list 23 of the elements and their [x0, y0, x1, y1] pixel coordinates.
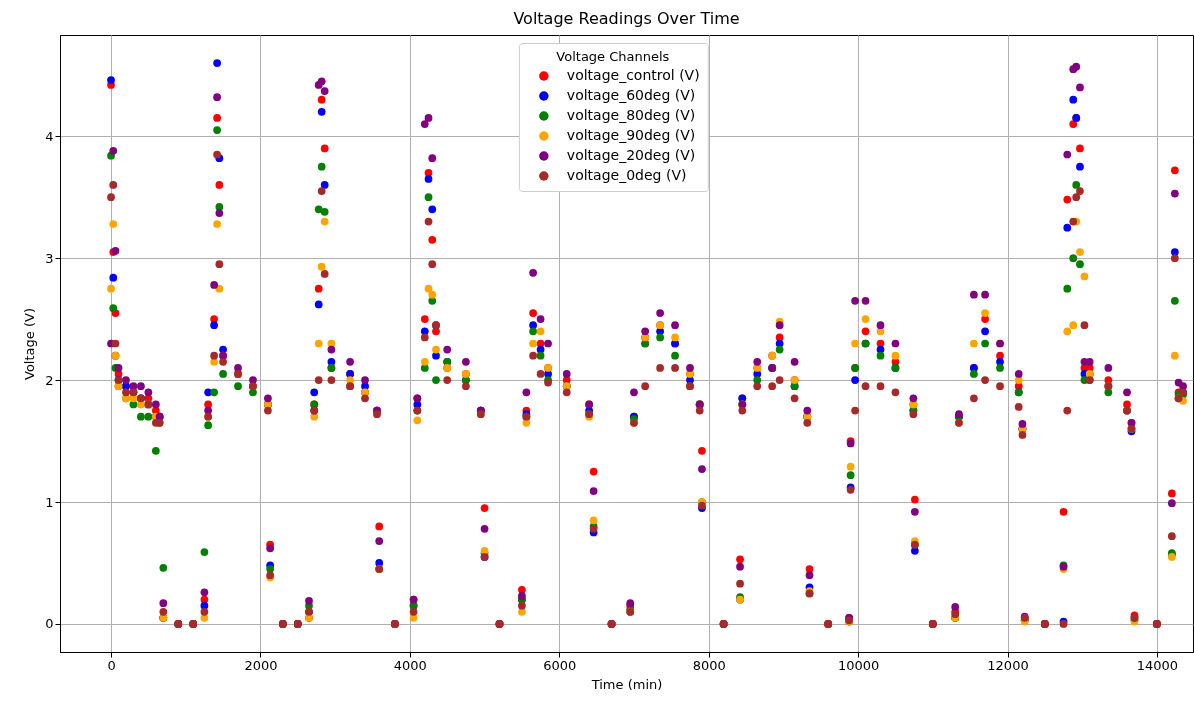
- legend-title: Voltage Channels: [556, 49, 670, 64]
- legend-label: voltage_control (V): [566, 67, 700, 83]
- legend-label: voltage_0deg (V): [566, 167, 687, 183]
- x-tick-label: 2000: [244, 657, 278, 673]
- y-tick-label: 2: [45, 372, 54, 388]
- x-tick-label: 12000: [987, 657, 1029, 673]
- y-tick-label: 4: [45, 128, 54, 144]
- y-tick-label: 0: [45, 616, 54, 632]
- y-axis-title: Voltage (V): [22, 308, 38, 380]
- x-axis-title: Time (min): [590, 676, 663, 692]
- x-tick-label: 4000: [393, 657, 427, 673]
- legend-label: voltage_80deg (V): [566, 107, 696, 123]
- legend-label: voltage_60deg (V): [566, 87, 696, 103]
- chart-title: Voltage Readings Over Time: [513, 9, 740, 28]
- y-tick-label: 3: [45, 250, 54, 266]
- x-tick-label: 14000: [1136, 657, 1179, 673]
- y-tick-label: 1: [45, 494, 54, 510]
- x-tick-label: 6000: [543, 657, 577, 673]
- legend-label: voltage_20deg (V): [566, 147, 696, 163]
- x-tick-label: 0: [107, 657, 116, 673]
- x-tick-label: 8000: [692, 657, 726, 673]
- legend-label: voltage_90deg (V): [566, 127, 696, 143]
- x-tick-label: 10000: [837, 657, 880, 673]
